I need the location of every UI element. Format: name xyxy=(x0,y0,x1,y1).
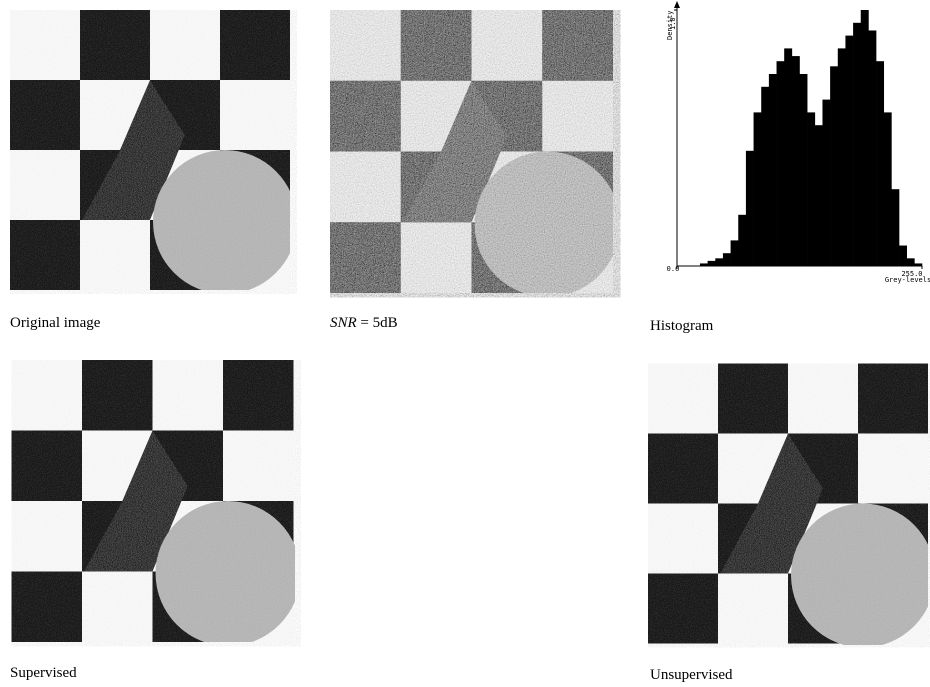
caption: Original image xyxy=(10,315,101,331)
histogram-bar xyxy=(715,258,723,266)
histogram-bar xyxy=(800,74,808,266)
caption-math: SNR xyxy=(330,315,357,331)
x-tick-label: 0.0 xyxy=(667,265,680,273)
histogram-bar xyxy=(815,125,823,266)
caption: Histogram xyxy=(650,318,714,334)
histogram-bar xyxy=(876,61,884,266)
histogram-bar xyxy=(731,240,739,266)
histogram-bar xyxy=(907,258,915,266)
unsupervised-image xyxy=(648,364,930,648)
caption: Unsupervised xyxy=(650,667,733,683)
histogram-bar xyxy=(746,151,754,266)
histogram-bar xyxy=(853,23,861,266)
figure: Density Grey-levels 1.00.0255.0 Original… xyxy=(0,0,930,687)
histogram-bar xyxy=(792,56,800,266)
histogram-bar xyxy=(738,215,746,266)
supervised-image xyxy=(12,360,301,646)
histogram-bar xyxy=(861,10,869,266)
histogram-bar xyxy=(708,261,716,266)
histogram-bar xyxy=(807,112,815,266)
original-image xyxy=(10,10,297,294)
histogram-bar xyxy=(845,36,853,266)
histogram-bar xyxy=(830,66,838,266)
histogram-bar xyxy=(838,48,846,266)
caption: SNR = 5dB xyxy=(330,315,398,331)
x-tick-label: 255.0 xyxy=(901,270,922,278)
page: Density Grey-levels 1.00.0255.0 Original… xyxy=(0,0,930,687)
histogram-bar xyxy=(769,74,777,266)
histogram-bar xyxy=(891,189,899,266)
histogram-bar xyxy=(884,112,892,266)
histogram-bar xyxy=(899,246,907,266)
histogram-bar xyxy=(868,30,876,266)
caption: Supervised xyxy=(10,665,77,681)
histogram-bar xyxy=(723,253,731,266)
histogram-bar xyxy=(784,48,792,266)
histogram-bar xyxy=(822,100,830,266)
histogram-bar xyxy=(777,61,785,266)
y-tick-label: 1.0 xyxy=(669,17,677,30)
noisy-image xyxy=(330,10,620,297)
histogram-bar xyxy=(761,87,769,266)
caption-text: = 5dB xyxy=(360,315,397,331)
histogram-bar xyxy=(754,112,762,266)
y-axis-arrow xyxy=(674,1,680,8)
